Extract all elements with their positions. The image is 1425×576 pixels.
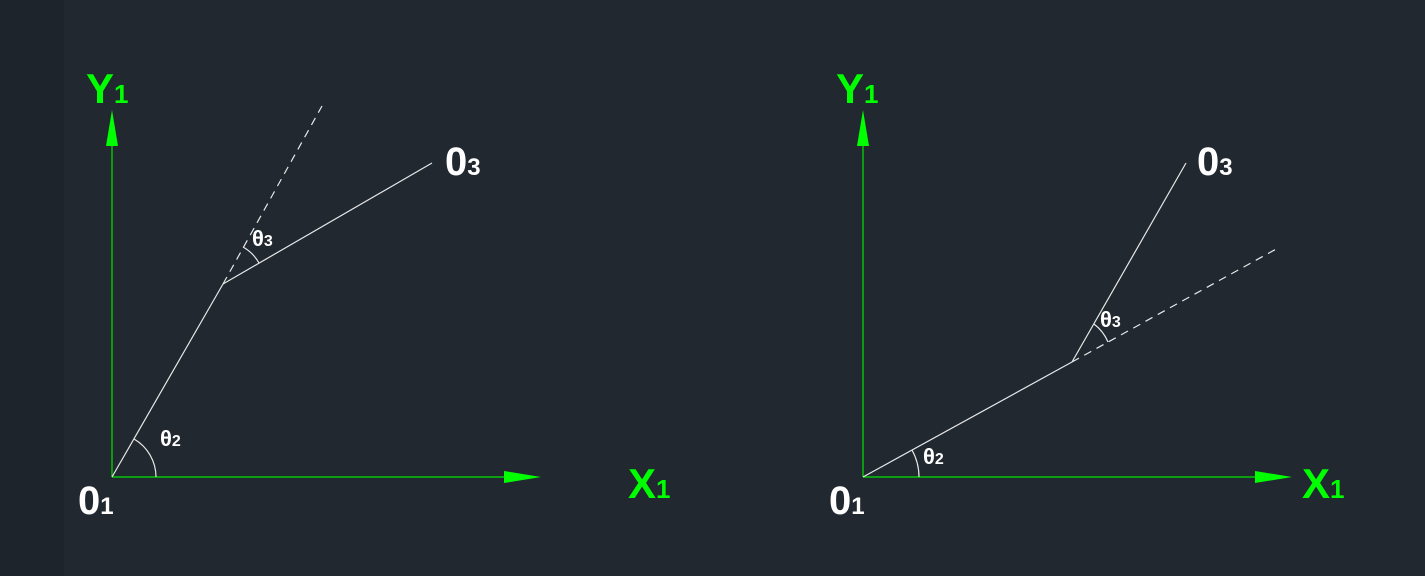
y-axis-arrowhead — [857, 110, 869, 146]
link-1-extension-dashed — [222, 105, 323, 285]
link-2 — [222, 162, 433, 285]
x-axis-label: X1 — [1302, 460, 1344, 507]
theta3-label: θ3 — [1100, 307, 1121, 332]
theta3-arc — [1093, 323, 1109, 343]
origin-label: 01 — [829, 479, 865, 523]
y-axis-label: Y1 — [836, 65, 878, 112]
x-axis-label: X1 — [628, 460, 670, 507]
end-effector-label: 03 — [445, 140, 481, 184]
theta2-arc — [911, 449, 920, 478]
y-axis-arrowhead — [106, 110, 118, 146]
link-2 — [1071, 162, 1187, 363]
theta3-label: θ3 — [252, 226, 273, 251]
diagram-right: Y1 X1 01 03 θ2 θ3 — [829, 65, 1344, 523]
x-axis-arrowhead — [504, 471, 541, 483]
origin-label: 01 — [78, 479, 114, 523]
link-1 — [111, 283, 224, 478]
theta2-arc — [133, 438, 157, 478]
theta3-arc — [242, 246, 260, 264]
end-effector-label: 03 — [1197, 140, 1233, 184]
link-1-extension-dashed — [1071, 247, 1279, 363]
theta2-label: θ2 — [923, 444, 944, 469]
theta2-label: θ2 — [160, 426, 181, 451]
left-panel-strip — [0, 0, 64, 576]
y-axis-label: Y1 — [86, 65, 128, 112]
link-1 — [862, 361, 1073, 478]
x-axis-arrowhead — [1255, 471, 1292, 483]
diagram-left: Y1 X1 01 03 θ2 θ3 — [78, 65, 670, 523]
